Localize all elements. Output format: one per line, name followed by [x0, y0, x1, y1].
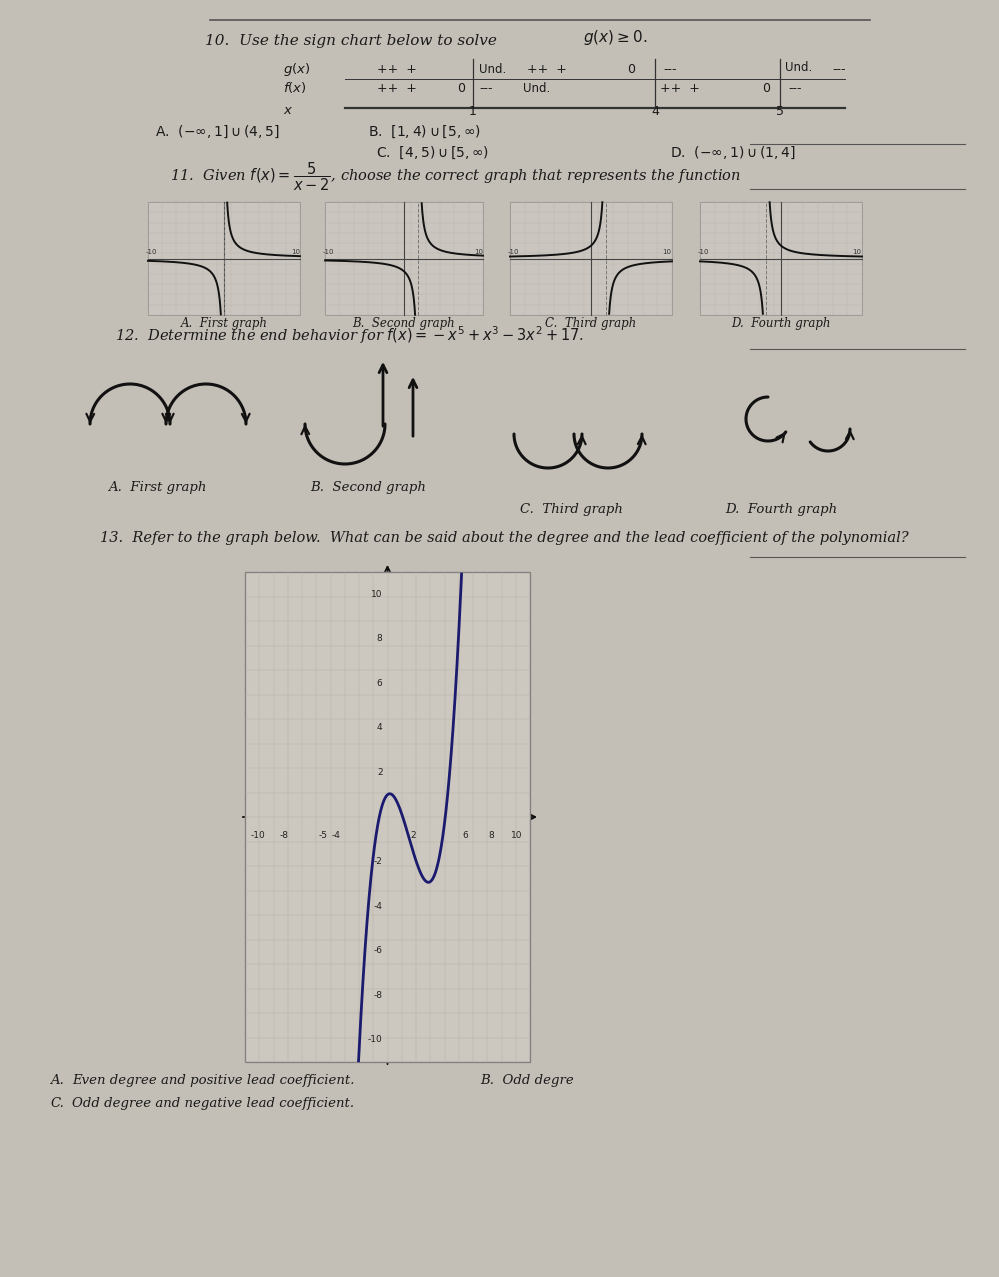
Bar [245, 572, 530, 1062]
Text: 10: 10 [852, 249, 861, 255]
Text: ++  +: ++ + [377, 63, 417, 77]
Text: 0: 0 [627, 63, 635, 77]
Text: Und.: Und. [523, 82, 550, 94]
Text: 13.  Refer to the graph below.  What can be said about the degree and the lead c: 13. Refer to the graph below. What can b… [100, 531, 909, 545]
Text: 10.  Use the sign chart below to solve: 10. Use the sign chart below to solve [205, 34, 501, 49]
Text: B.  Second graph: B. Second graph [353, 317, 456, 329]
Text: 2: 2 [411, 831, 417, 840]
Text: Even degree and positive lead coefficient.: Even degree and positive lead coefficien… [72, 1074, 355, 1087]
Text: C.  Third graph: C. Third graph [520, 503, 622, 516]
Text: 10: 10 [474, 249, 483, 255]
Text: -4: -4 [332, 831, 340, 840]
Text: A.  First graph: A. First graph [181, 317, 268, 329]
Text: 4: 4 [651, 105, 659, 117]
Text: $x$: $x$ [283, 103, 294, 117]
Text: 0: 0 [762, 82, 770, 94]
Text: ++  +: ++ + [527, 63, 566, 77]
Text: $g(x) \geq 0$.: $g(x) \geq 0$. [583, 28, 647, 47]
Text: -8: -8 [374, 991, 383, 1000]
Text: Und.: Und. [479, 63, 506, 77]
Text: 4: 4 [377, 723, 383, 733]
Bar [510, 202, 672, 315]
Text: 12.  Determine the end behavior for $f(x) = -x^5 + x^3 - 3x^2 + 17$.: 12. Determine the end behavior for $f(x)… [115, 324, 584, 346]
Text: ++  +: ++ + [660, 82, 700, 94]
Text: ---: --- [788, 82, 801, 94]
Text: Und.: Und. [785, 61, 812, 74]
Text: D.  Fourth graph: D. Fourth graph [725, 503, 837, 516]
Text: $f(x)$: $f(x)$ [283, 80, 307, 94]
Text: 0: 0 [457, 82, 465, 94]
Text: 8: 8 [377, 635, 383, 644]
Text: 10: 10 [291, 249, 300, 255]
Text: 8: 8 [489, 831, 495, 840]
Text: -5: -5 [319, 831, 328, 840]
Text: 10: 10 [511, 831, 522, 840]
Text: -4: -4 [374, 902, 383, 911]
Text: D.  $(-\infty, 1)\cup(1,4]$: D. $(-\infty, 1)\cup(1,4]$ [670, 144, 796, 161]
Text: 2: 2 [377, 767, 383, 776]
Text: -10: -10 [146, 249, 157, 255]
Text: C.  Third graph: C. Third graph [545, 317, 636, 329]
Text: D.  Fourth graph: D. Fourth graph [731, 317, 831, 329]
Text: -10: -10 [507, 249, 519, 255]
Text: ---: --- [663, 63, 676, 77]
Text: -10: -10 [323, 249, 335, 255]
Text: B.  Second graph: B. Second graph [310, 481, 426, 494]
Text: C.: C. [50, 1097, 64, 1110]
Bar [325, 202, 483, 315]
Text: -6: -6 [374, 946, 383, 955]
Text: 10: 10 [662, 249, 671, 255]
Bar [148, 202, 300, 315]
Text: 6: 6 [463, 831, 469, 840]
Text: A.  First graph: A. First graph [108, 481, 207, 494]
Bar [700, 202, 862, 315]
Text: 5: 5 [776, 105, 784, 117]
Text: A.: A. [50, 1074, 64, 1087]
Text: A.  $(-\infty, 1]\cup(4,5]$: A. $(-\infty, 1]\cup(4,5]$ [155, 124, 280, 140]
Text: B.  $[1,4)\cup[5,\infty)$: B. $[1,4)\cup[5,\infty)$ [368, 124, 481, 140]
Text: 1: 1 [469, 105, 477, 117]
Text: -8: -8 [280, 831, 289, 840]
Text: B.  Odd degre: B. Odd degre [480, 1074, 573, 1087]
Text: ++  +: ++ + [377, 82, 417, 94]
Text: -10: -10 [368, 1036, 383, 1045]
Text: -2: -2 [374, 857, 383, 866]
Text: -10: -10 [251, 831, 266, 840]
Text: ---: --- [832, 63, 845, 77]
Text: 11.  Given $f(x) = \dfrac{5}{x-2}$, choose the correct graph that represents the: 11. Given $f(x) = \dfrac{5}{x-2}$, choos… [170, 161, 741, 193]
Text: $g(x)$: $g(x)$ [283, 61, 311, 78]
Text: Odd degree and negative lead coefficient.: Odd degree and negative lead coefficient… [72, 1097, 354, 1110]
Text: 10: 10 [371, 590, 383, 599]
Text: 6: 6 [377, 679, 383, 688]
Text: ---: --- [479, 82, 493, 94]
Text: C.  $[4,5)\cup[5,\infty)$: C. $[4,5)\cup[5,\infty)$ [376, 144, 490, 161]
Text: -10: -10 [698, 249, 709, 255]
